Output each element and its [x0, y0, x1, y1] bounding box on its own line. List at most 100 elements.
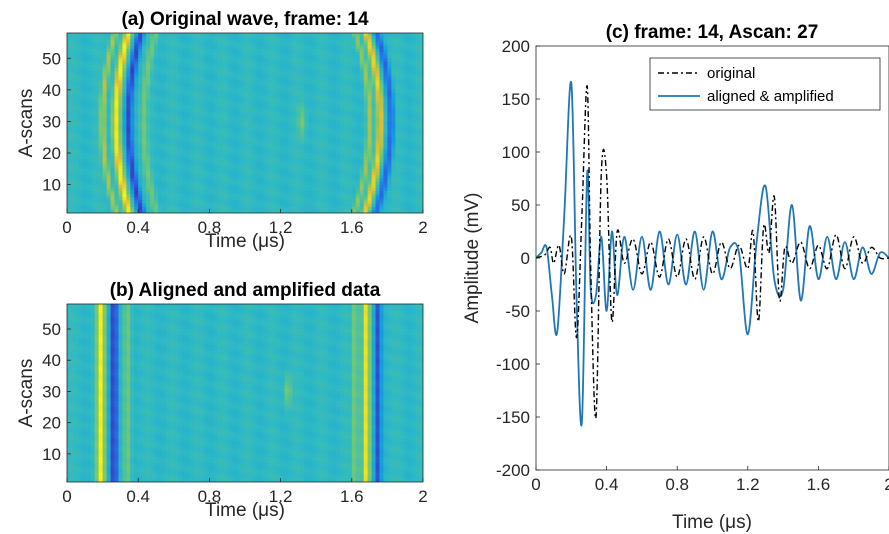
panel-a-cell: [185, 80, 191, 84]
panel-a-cell: [395, 178, 400, 182]
panel-a-cell: [146, 80, 151, 84]
panel-a-cell: [407, 115, 412, 119]
panel-a-cell: [177, 61, 183, 65]
panel-a-cell: [419, 118, 423, 122]
panel-a-cell: [288, 55, 293, 59]
panel-a-cell: [339, 51, 345, 56]
panel-a-cell: [316, 159, 321, 163]
panel-a-cell: [185, 181, 191, 185]
panel-a-cell: [300, 156, 305, 160]
panel-a-cell: [233, 67, 238, 72]
panel-a-cell: [324, 70, 329, 75]
panel-a-cell: [82, 39, 88, 43]
panel-a-cell: [82, 105, 88, 110]
panel-a-cell: [181, 33, 187, 37]
panel-a-cell: [363, 200, 369, 204]
panel-a-cell: [415, 93, 420, 97]
panel-a-cell: [407, 77, 412, 81]
panel-a-cell: [391, 39, 396, 43]
panel-a-cell: [367, 149, 372, 154]
panel-a-cell: [189, 190, 194, 195]
panel-a-cell: [272, 159, 278, 163]
panel-a-cell: [359, 93, 365, 97]
panel-a-cell: [130, 165, 135, 170]
panel-a-cell: [122, 80, 127, 84]
panel-a-cell: [237, 197, 242, 201]
panel-a-cell: [359, 77, 365, 81]
panel-a-cell: [130, 89, 135, 94]
panel-a-cell: [197, 108, 202, 113]
panel-a-cell: [209, 127, 214, 132]
panel-a-cell: [403, 178, 408, 182]
panel-a-cell: [347, 184, 353, 189]
panel-a-cell: [300, 162, 305, 167]
panel-a-cell: [391, 42, 396, 47]
panel-a-cell: [67, 102, 72, 107]
panel-a-cell: [304, 83, 309, 88]
panel-a-cell: [419, 197, 423, 201]
panel-a-cell: [209, 67, 214, 72]
panel-a-cell: [78, 77, 84, 81]
panel-a-cell: [292, 51, 297, 56]
panel-a-cell: [173, 39, 179, 43]
panel-a-cell: [324, 127, 329, 132]
panel-a-cell: [82, 175, 88, 179]
panel-a-cell: [387, 83, 392, 88]
panel-a-cell: [78, 67, 84, 72]
panel-a-cell: [98, 206, 103, 211]
panel-a-cell: [264, 67, 270, 72]
panel-a-cell: [359, 96, 365, 100]
panel-a-cell: [375, 42, 380, 47]
panel-a-cell: [280, 64, 285, 69]
panel-a-cell: [292, 111, 297, 116]
panel-a-cell: [193, 200, 198, 204]
panel-a-cell: [86, 42, 92, 47]
panel-a-cell: [399, 149, 404, 154]
panel-a-cell: [225, 175, 230, 179]
panel-a-cell: [134, 45, 139, 50]
panel-a-cell: [403, 105, 408, 110]
panel-a-cell: [411, 184, 416, 189]
panel-a-cell: [288, 171, 293, 176]
panel-a-cell: [276, 42, 281, 47]
panel-a-cell: [86, 64, 92, 69]
panel-a-cell: [70, 118, 76, 122]
panel-a-cell: [217, 96, 222, 100]
panel-a-cell: [304, 159, 309, 163]
panel-a-cell: [395, 102, 400, 107]
panel-a-cell: [94, 143, 100, 148]
panel-a-cell: [169, 105, 175, 110]
panel-a-cell: [399, 115, 404, 119]
panel-a-cell: [169, 99, 175, 103]
panel-a-cell: [328, 121, 333, 125]
panel-a-cell: [387, 187, 392, 192]
panel-a-cell: [363, 156, 369, 160]
panel-a-cell: [221, 146, 226, 151]
panel-a-cell: [233, 39, 238, 43]
panel-a-cell: [355, 96, 361, 100]
panel-a-cell: [154, 80, 159, 84]
panel-a-cell: [70, 33, 76, 37]
panel-a-cell: [197, 197, 202, 201]
panel-a-cell: [169, 153, 175, 157]
panel-a-cell: [209, 140, 214, 144]
panel-a-cell: [193, 190, 198, 195]
panel-a-cell: [359, 175, 365, 179]
panel-a-cell: [292, 153, 297, 157]
panel-a-cell: [245, 70, 250, 75]
panel-a-cell: [256, 105, 262, 110]
panel-a-cell: [98, 187, 103, 192]
panel-a-cell: [328, 165, 333, 170]
panel-a-cell: [189, 99, 194, 103]
panel-a-cell: [189, 203, 194, 208]
panel-a-cell: [237, 61, 242, 65]
panel-a-cell: [201, 162, 206, 167]
panel-a-cell: [399, 89, 404, 94]
panel-a-cell: [379, 108, 384, 113]
panel-a-cell: [339, 149, 345, 154]
panel-a-cell: [106, 146, 111, 151]
panel-a-cell: [181, 137, 187, 141]
panel-a-cell: [217, 42, 222, 47]
panel-a-cell: [407, 33, 412, 37]
panel-a-cell: [142, 118, 147, 122]
